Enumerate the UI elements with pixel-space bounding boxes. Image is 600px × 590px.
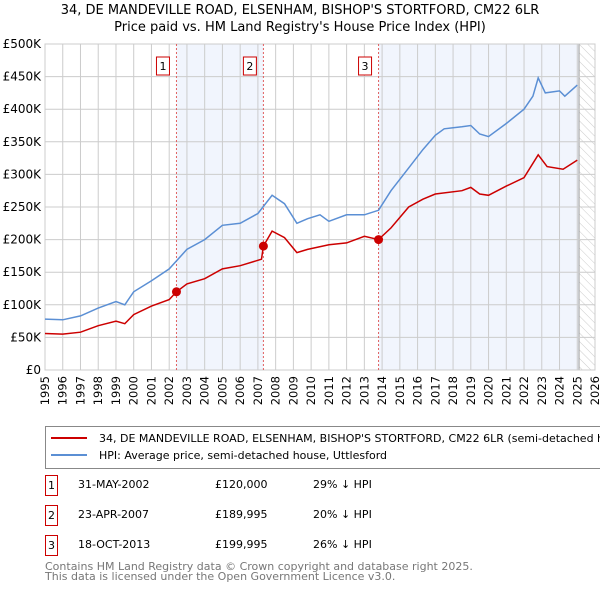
sale-date: 23-APR-2007 [78,508,150,521]
x-tick-label: 2023 [535,376,549,405]
x-tick-label: 2016 [411,376,425,405]
x-tick-label: 1998 [91,376,105,405]
y-tick-label: £350K [3,135,43,149]
x-tick-label: 2013 [357,376,371,405]
x-tick-label: 2022 [517,376,531,405]
sale-label: 3 [362,60,369,73]
x-tick-label: 2009 [286,376,300,405]
sale-number: 1 [45,475,58,496]
x-tick-label: 2011 [322,376,336,405]
sale-point [258,241,268,251]
x-tick-label: 2026 [588,376,600,405]
x-tick-label: 2024 [553,376,567,405]
x-tick-label: 2020 [482,376,496,405]
y-tick-label: £100K [3,298,43,312]
sale-label-box [242,56,257,76]
price-chart: 1995 1996 1997 1998 1999 2000 2001 2002 2003 2004… [3,37,600,405]
legend: 34, DE MANDEVILLE ROAD, ELSENHAM, BISHOP… [45,426,600,469]
x-tick-label: 1996 [56,376,70,405]
x-tick-label: 2019 [464,376,478,405]
legend-item-hpi: HPI: Average price, semi-detached house,… [46,447,387,463]
series-line [44,75,578,321]
sale-price: £120,000 [215,478,268,491]
legend-item-property: 34, DE MANDEVILLE ROAD, ELSENHAM, BISHOP… [46,430,600,446]
sale-number: 2 [45,505,58,526]
x-tick-label: 2006 [233,376,247,405]
x-tick-label: 2017 [428,376,442,405]
x-tick-label: 2003 [180,376,194,405]
y-tick-label: £50K [10,330,42,344]
sale-date: 31-MAY-2002 [78,478,150,491]
y-tick-label: £450K [3,70,43,84]
x-tick-label: 2001 [144,376,158,405]
x-tick-label: 2018 [446,376,460,405]
footer-licence: This data is licensed under the Open Gov… [45,570,396,583]
x-tick-label: 1995 [38,376,52,405]
x-tick-label: 2007 [251,376,265,405]
sale-label-box [358,56,373,76]
x-tick-label: 2012 [340,376,354,405]
sale-hpi-diff: 20% ↓ HPI [313,508,372,521]
x-tick-label: 2021 [499,376,513,405]
legend-label: 34, DE MANDEVILLE ROAD, ELSENHAM, BISHOP… [99,431,600,445]
x-tick-label: 2008 [269,376,283,405]
x-tick-label: 2015 [393,376,407,405]
series-line [44,153,578,335]
x-tick-label: 2025 [570,376,584,405]
y-tick-label: £0 [26,363,41,377]
x-tick-label: 1997 [73,376,87,405]
sale-point [171,287,181,297]
sale-price: £189,995 [215,508,268,521]
y-tick-label: £200K [3,233,43,247]
blue-line-swatch [51,454,87,456]
red-line-swatch [51,437,87,439]
chart-subtitle: Price paid vs. HM Land Registry's House … [114,20,486,35]
chart-title: 34, DE MANDEVILLE ROAD, ELSENHAM, BISHOP… [60,3,540,18]
sale-number: 3 [45,535,58,556]
legend-label: HPI: Average price, semi-detached house,… [99,448,388,462]
plot-border [44,43,596,371]
x-tick-label: 2000 [127,376,141,405]
sale-date: 18-OCT-2013 [78,538,151,551]
x-tick-label: 2005 [215,376,229,405]
x-tick-label: 2010 [304,376,318,405]
y-tick-label: £500K [3,37,43,51]
x-tick-label: 1999 [109,376,123,405]
sale-label: 2 [246,60,253,73]
x-tick-label: 2014 [375,376,389,405]
sale-point [374,235,384,245]
x-tick-label: 2004 [198,376,212,405]
sale-label: 1 [159,60,166,73]
sale-label-box [155,56,170,76]
sale-hpi-diff: 26% ↓ HPI [313,538,372,551]
y-tick-label: £250K [3,200,43,214]
x-tick-label: 2002 [162,376,176,405]
footer-copyright: Contains HM Land Registry data © Crown c… [45,560,473,573]
sale-hpi-diff: 29% ↓ HPI [313,478,372,491]
y-tick-label: £400K [3,102,43,116]
y-tick-label: £150K [3,265,43,279]
y-tick-label: £300K [3,167,43,181]
sale-price: £199,995 [215,538,268,551]
